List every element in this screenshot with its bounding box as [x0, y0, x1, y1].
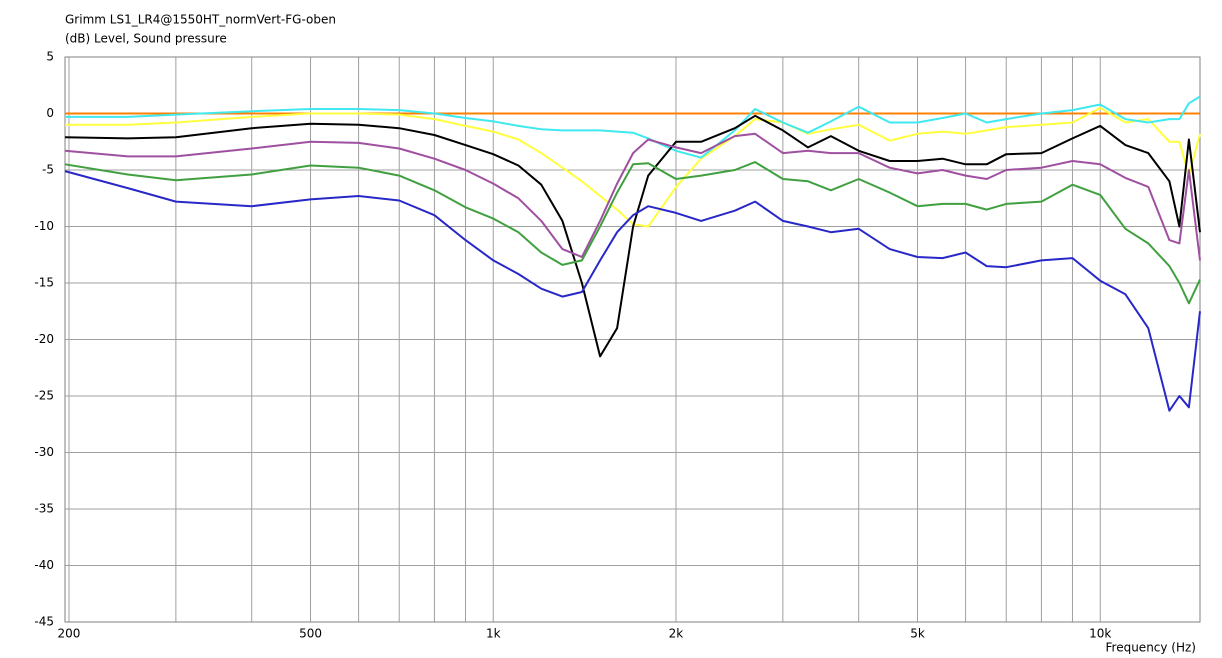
x-axis-label: Frequency (Hz): [1106, 641, 1197, 655]
y-tick-label: -10: [34, 219, 54, 233]
x-tick-label: 200: [58, 627, 81, 641]
y-tick-label: -40: [34, 558, 54, 572]
series-line: [64, 132, 1201, 261]
series-line: [64, 170, 1201, 412]
x-tick-label: 1k: [486, 627, 501, 641]
x-tick-label: 2k: [669, 627, 684, 641]
y-tick-label: 0: [46, 106, 54, 120]
x-tick-label: 10k: [1089, 627, 1111, 641]
y-tick-label: -15: [34, 276, 54, 290]
plot-frame: [64, 56, 1201, 623]
series-line: [65, 95, 1201, 159]
y-tick-label: -25: [34, 389, 54, 403]
y-tick-label: 5: [46, 50, 54, 64]
y-tick-label: -30: [34, 445, 54, 459]
series-line: [64, 114, 1201, 358]
y-tick-label: -20: [34, 332, 54, 346]
y-tick-label: -5: [42, 163, 54, 177]
x-tick-label: 500: [299, 627, 322, 641]
x-tick-label: 5k: [910, 627, 925, 641]
y-tick-label: -45: [34, 615, 54, 629]
series-line: [64, 161, 1201, 305]
chart-subtitle: (dB) Level, Sound pressure: [65, 32, 227, 46]
chart-title: Grimm LS1_LR4@1550HT_normVert-FG-oben: [65, 13, 336, 27]
y-tick-label: -35: [34, 502, 54, 516]
